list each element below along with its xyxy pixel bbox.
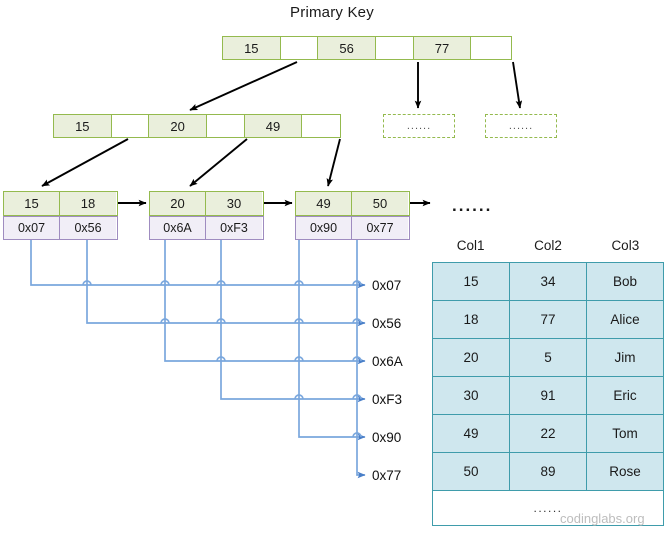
table-row: 50 89 Rose [432, 452, 664, 491]
leaf2-key-0: 49 [296, 192, 352, 215]
leaf-chain-ellipsis: ...... [452, 196, 493, 215]
root-pointer-1 [375, 37, 414, 59]
cell-r4c0: 49 [432, 414, 510, 453]
leaf0-key-0: 15 [4, 192, 60, 215]
table-row-ellipsis: ...... [432, 490, 664, 526]
leaf1-pointer-1: 0xF3 [206, 217, 262, 239]
internal-key-1: 20 [149, 115, 207, 137]
watermark: codinglabs.org [560, 511, 645, 526]
cell-r3c0: 30 [432, 376, 510, 415]
leaf0-pointer-1: 0x56 [60, 217, 116, 239]
table-column-headers: Col1 Col2 Col3 [432, 238, 664, 253]
leaf-node-2: 49 50 0x90 0x77 [295, 191, 410, 240]
address-label-2: 0x6A [372, 353, 403, 369]
cell-r4c1: 22 [509, 414, 587, 453]
address-label-5: 0x77 [372, 467, 402, 483]
cell-r0c1: 34 [509, 262, 587, 301]
leaf-node-1: 20 30 0x6A 0xF3 [149, 191, 264, 240]
placeholder-node-1: ...... [485, 114, 557, 138]
table-row: 15 34 Bob [432, 262, 664, 301]
placeholder-node-0: ...... [383, 114, 455, 138]
col-header-2: Col3 [611, 238, 640, 253]
root-pointer-0 [280, 37, 319, 59]
leaf0-key-1: 18 [60, 192, 116, 215]
cell-r1c2: Alice [586, 300, 664, 339]
internal-pointer-2 [302, 115, 340, 137]
leaf1-pointer-0: 0x6A [150, 217, 206, 239]
leaf1-key-0: 20 [150, 192, 206, 215]
root-pointer-2 [471, 37, 511, 59]
internal-node: 15 20 49 [53, 114, 341, 138]
root-key-1: 56 [318, 37, 376, 59]
leaf2-key-1: 50 [352, 192, 408, 215]
leaf0-pointer-0: 0x07 [4, 217, 60, 239]
page-title: Primary Key [290, 4, 374, 21]
leaf2-pointer-0: 0x90 [296, 217, 352, 239]
table-row: 49 22 Tom [432, 414, 664, 453]
table-row: 30 91 Eric [432, 376, 664, 415]
leaf2-pointer-1: 0x77 [352, 217, 408, 239]
internal-key-0: 15 [54, 115, 112, 137]
leaf1-key-1: 30 [206, 192, 262, 215]
root-key-2: 77 [413, 37, 472, 59]
data-table-wrap: 15 34 Bob 18 77 Alice 20 5 Jim 30 91 [432, 262, 664, 526]
address-label-4: 0x90 [372, 429, 402, 445]
col-header-0: Col1 [456, 238, 485, 253]
internal-key-2: 49 [244, 115, 303, 137]
internal-pointer-1 [206, 115, 245, 137]
cell-r1c1: 77 [509, 300, 587, 339]
data-table: 15 34 Bob 18 77 Alice 20 5 Jim 30 91 [432, 262, 664, 526]
address-label-1: 0x56 [372, 315, 402, 331]
address-label-3: 0xF3 [372, 391, 403, 407]
address-label-0: 0x07 [372, 277, 402, 293]
cell-r4c2: Tom [586, 414, 664, 453]
table-tail-ellipsis: ...... [432, 490, 664, 526]
table-row: 20 5 Jim [432, 338, 664, 377]
cell-r3c2: Eric [586, 376, 664, 415]
root-node: 15 56 77 [222, 36, 512, 60]
cell-r5c1: 89 [509, 452, 587, 491]
cell-r5c2: Rose [586, 452, 664, 491]
internal-pointer-0 [111, 115, 150, 137]
root-key-0: 15 [223, 37, 281, 59]
cell-r3c1: 91 [509, 376, 587, 415]
cell-r1c0: 18 [432, 300, 510, 339]
cell-r2c1: 5 [509, 338, 587, 377]
table-row: 18 77 Alice [432, 300, 664, 339]
cell-r0c2: Bob [586, 262, 664, 301]
cell-r5c0: 50 [432, 452, 510, 491]
cell-r2c2: Jim [586, 338, 664, 377]
cell-r2c0: 20 [432, 338, 510, 377]
leaf-node-0: 15 18 0x07 0x56 [3, 191, 118, 240]
cell-r0c0: 15 [432, 262, 510, 301]
col-header-1: Col2 [534, 238, 562, 253]
